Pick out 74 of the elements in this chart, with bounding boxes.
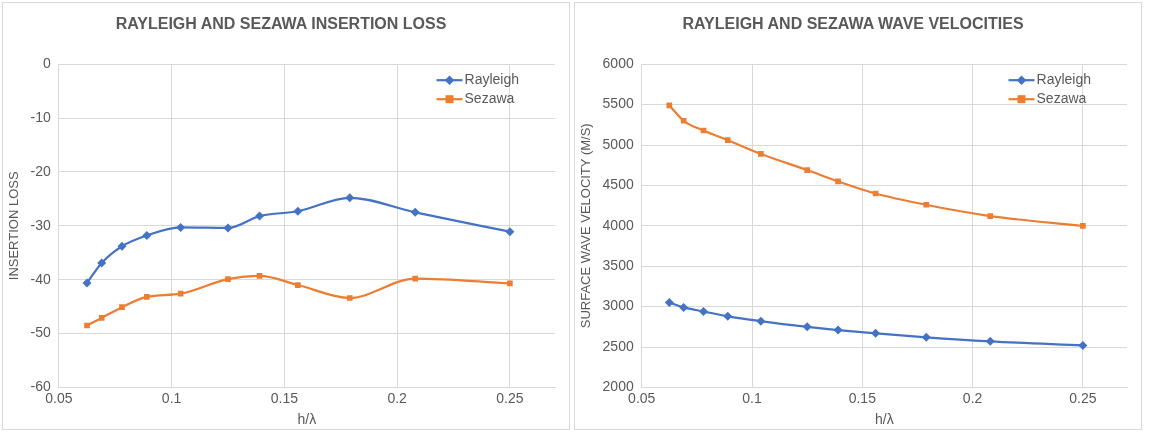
y-tick-label: -10 <box>30 108 52 125</box>
point <box>256 273 263 279</box>
point <box>97 258 107 268</box>
y-axis-title: SURFACE WAVE VELOCITY (M/S) <box>578 123 594 329</box>
y-tick-label: 5000 <box>602 135 634 152</box>
point <box>295 282 301 288</box>
point <box>117 241 127 251</box>
point <box>223 223 233 233</box>
x-tick-label: 0.2 <box>387 389 408 406</box>
y-axis-title: INSERTION LOSS <box>6 171 22 281</box>
y-tick-label: -20 <box>30 162 52 179</box>
point <box>98 315 105 321</box>
point <box>699 306 708 316</box>
point <box>345 193 355 203</box>
y-tick-label: -50 <box>30 324 52 341</box>
point <box>985 336 995 346</box>
point <box>346 295 353 301</box>
x-tick-label: 0.1 <box>161 389 182 406</box>
point <box>987 213 994 219</box>
point <box>758 151 764 157</box>
legend-label: Rayleigh <box>1036 71 1092 88</box>
y-tick-label: 4500 <box>602 176 634 193</box>
point <box>679 302 689 312</box>
point <box>177 290 184 297</box>
point <box>666 102 673 109</box>
chart-title: RAYLEIGH AND SEZAWA WAVE VELOCITIES <box>682 15 1024 33</box>
point <box>82 278 92 288</box>
point <box>410 207 420 217</box>
point <box>723 311 733 321</box>
x-tick-label: 0.2 <box>962 389 983 406</box>
point <box>507 280 513 287</box>
point <box>802 322 812 332</box>
y-tick-label: 0 <box>43 55 52 72</box>
legend-label: Sezawa <box>464 90 515 107</box>
point <box>293 206 303 216</box>
x-tick-label: 0.1 <box>742 389 762 406</box>
y-tick-label: 5500 <box>602 95 634 112</box>
point <box>1080 222 1086 229</box>
y-tick-label: 3500 <box>602 257 634 274</box>
legend-label: Rayleigh <box>464 71 520 88</box>
legend-label: Sezawa <box>1036 90 1087 107</box>
x-tick-label: 0.15 <box>848 389 877 406</box>
point <box>923 201 930 208</box>
point <box>871 328 881 338</box>
y-tick-label: -30 <box>30 216 52 233</box>
x-tick-label: 0.15 <box>270 389 299 406</box>
point <box>255 211 265 221</box>
point <box>835 178 841 185</box>
x-tick-label: 0.25 <box>1069 389 1097 406</box>
point <box>921 332 931 342</box>
point <box>412 275 418 282</box>
point <box>225 276 231 282</box>
point <box>119 304 125 310</box>
x-axis-title: h/λ <box>875 411 894 428</box>
point <box>756 316 766 326</box>
chart-title: RAYLEIGH AND SEZAWA INSERTION LOSS <box>115 15 447 33</box>
point <box>804 167 810 173</box>
point <box>142 231 152 240</box>
y-tick-label: 4000 <box>602 216 634 233</box>
point <box>664 298 674 308</box>
point <box>1078 340 1088 350</box>
y-tick-label: 2500 <box>602 337 634 354</box>
y-tick-label: 3000 <box>602 297 634 314</box>
point <box>84 322 90 329</box>
point <box>176 222 186 232</box>
point <box>505 227 515 237</box>
y-tick-label: 6000 <box>602 55 634 72</box>
y-tick-label: -40 <box>30 270 52 287</box>
x-tick-label: 0.25 <box>496 389 524 406</box>
point <box>724 137 731 143</box>
x-axis-title: h/λ <box>297 411 317 428</box>
point <box>143 294 150 300</box>
point <box>833 325 843 335</box>
point <box>680 117 687 124</box>
